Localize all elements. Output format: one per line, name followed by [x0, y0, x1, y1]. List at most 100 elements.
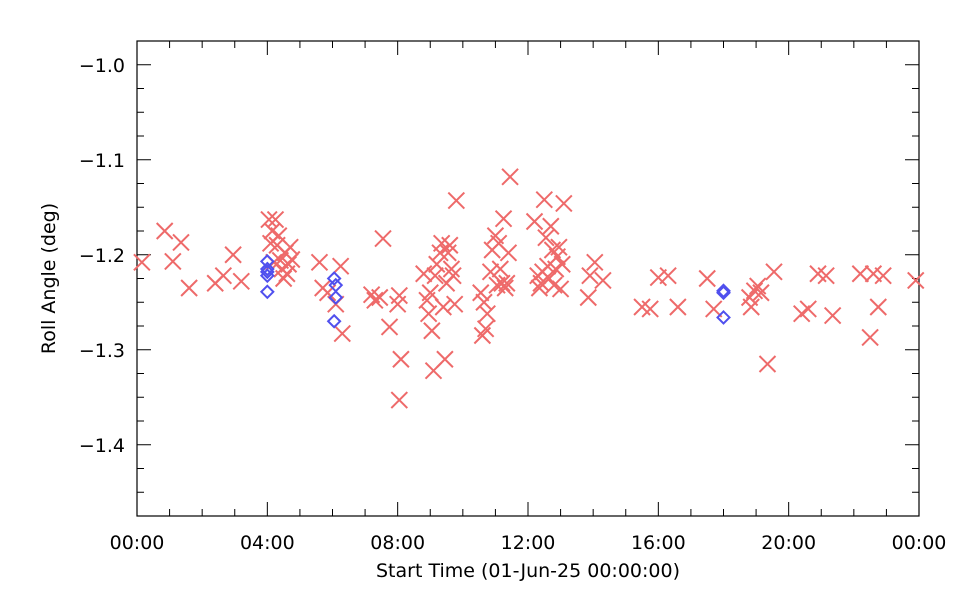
data-point-x	[390, 286, 409, 305]
data-point-x	[669, 298, 687, 316]
data-point-x	[133, 253, 151, 272]
x-tick-label: 12:00	[501, 532, 556, 554]
data-point-x	[594, 271, 612, 290]
data-point-x	[444, 266, 462, 285]
data-point-x	[581, 266, 599, 285]
x-tick-label: 16:00	[631, 532, 686, 554]
data-point-x	[478, 304, 496, 323]
x-tick-label: 08:00	[370, 532, 425, 554]
data-point-x	[817, 266, 835, 285]
y-tick-label: −1.3	[79, 340, 125, 362]
data-point-x	[421, 284, 439, 302]
data-point-x	[476, 320, 495, 338]
data-point-x	[266, 210, 285, 229]
data-point-x	[758, 355, 777, 373]
data-point-x	[745, 282, 764, 300]
data-point-x	[659, 266, 677, 285]
data-point-x	[907, 271, 925, 290]
data-point-diamond	[716, 283, 731, 299]
data-point-x	[441, 236, 459, 254]
data-point-x	[390, 391, 409, 409]
data-point-x	[493, 274, 511, 292]
data-point-x	[537, 228, 555, 247]
data-point-diamond	[328, 290, 344, 305]
data-point-x	[496, 279, 514, 297]
data-point-x	[498, 274, 516, 292]
data-point-x	[799, 300, 817, 318]
data-point-x	[439, 244, 457, 262]
data-point-x	[180, 279, 198, 297]
data-point-x	[442, 260, 461, 278]
data-point-x	[392, 350, 410, 368]
data-point-x	[542, 217, 560, 235]
data-point-x	[555, 194, 573, 213]
data-point-x	[380, 318, 399, 336]
data-point-x	[436, 350, 454, 368]
y-axis-label: Roll Angle (deg)	[38, 203, 60, 354]
data-point-diamond	[259, 261, 275, 277]
data-point-x	[423, 322, 441, 340]
data-point-diamond	[259, 268, 275, 284]
data-point-diamond	[716, 285, 731, 301]
data-point-x	[331, 257, 350, 275]
data-point-x	[586, 253, 604, 272]
y-tick-label: −1.1	[79, 150, 125, 172]
data-point-x	[535, 190, 553, 209]
x-tick-label: 00:00	[110, 532, 165, 554]
data-point-x	[232, 272, 250, 291]
data-point-x	[445, 295, 464, 313]
data-point-x	[551, 280, 570, 298]
data-point-x	[366, 291, 384, 310]
data-point-diamond	[259, 284, 275, 300]
data-point-x	[851, 265, 870, 283]
plot-frame	[136, 40, 920, 517]
data-point-x	[224, 246, 242, 264]
data-point-x	[579, 288, 597, 307]
y-tick-label: −1.2	[79, 245, 125, 267]
x-tick-label: 00:00	[892, 532, 947, 554]
data-point-x	[705, 300, 723, 318]
data-point-x	[525, 212, 544, 231]
data-point-x	[164, 252, 182, 271]
data-point-diamond	[259, 253, 275, 269]
x-axis-label: Start Time (01-Jun-25 00:00:00)	[376, 560, 680, 582]
data-point-x	[499, 244, 518, 262]
data-point-x	[447, 191, 466, 210]
data-point-x	[698, 269, 716, 288]
data-point-x	[874, 266, 892, 285]
data-point-x	[371, 288, 389, 307]
data-point-diamond	[326, 271, 342, 286]
data-point-x	[283, 250, 301, 269]
axis-ticks	[136, 40, 920, 517]
x-tick-label: 20:00	[761, 532, 816, 554]
data-point-x	[472, 284, 490, 302]
data-point-x	[553, 255, 571, 273]
data-point-x	[426, 266, 444, 285]
data-point-x	[310, 253, 329, 272]
y-tick-label: −1.0	[79, 55, 125, 77]
x-tick-label: 04:00	[240, 532, 295, 554]
data-point-x	[434, 298, 452, 316]
data-point-diamond	[326, 313, 342, 329]
data-point-x	[550, 238, 568, 256]
data-point-x	[155, 222, 174, 240]
data-point-x	[214, 266, 233, 285]
data-point-diamond	[716, 310, 731, 325]
y-tick-label: −1.4	[79, 435, 125, 457]
data-points	[133, 168, 925, 409]
data-point-x	[494, 209, 513, 228]
data-point-x	[752, 284, 770, 302]
axis-tick-labels: 00:00 04:00 08:00 12:00 16:00 20:00 00:00 −1.0 −…	[79, 55, 947, 554]
data-point-x	[861, 328, 879, 347]
data-point-x	[475, 293, 493, 311]
data-point-x	[641, 300, 659, 318]
data-point-x	[172, 233, 190, 252]
data-point-x	[823, 306, 842, 325]
data-point-x	[501, 168, 519, 186]
data-point-x	[491, 260, 510, 278]
data-point-x	[415, 265, 433, 283]
data-point-x	[869, 298, 887, 316]
data-point-x	[374, 229, 392, 248]
data-point-x	[260, 210, 278, 229]
